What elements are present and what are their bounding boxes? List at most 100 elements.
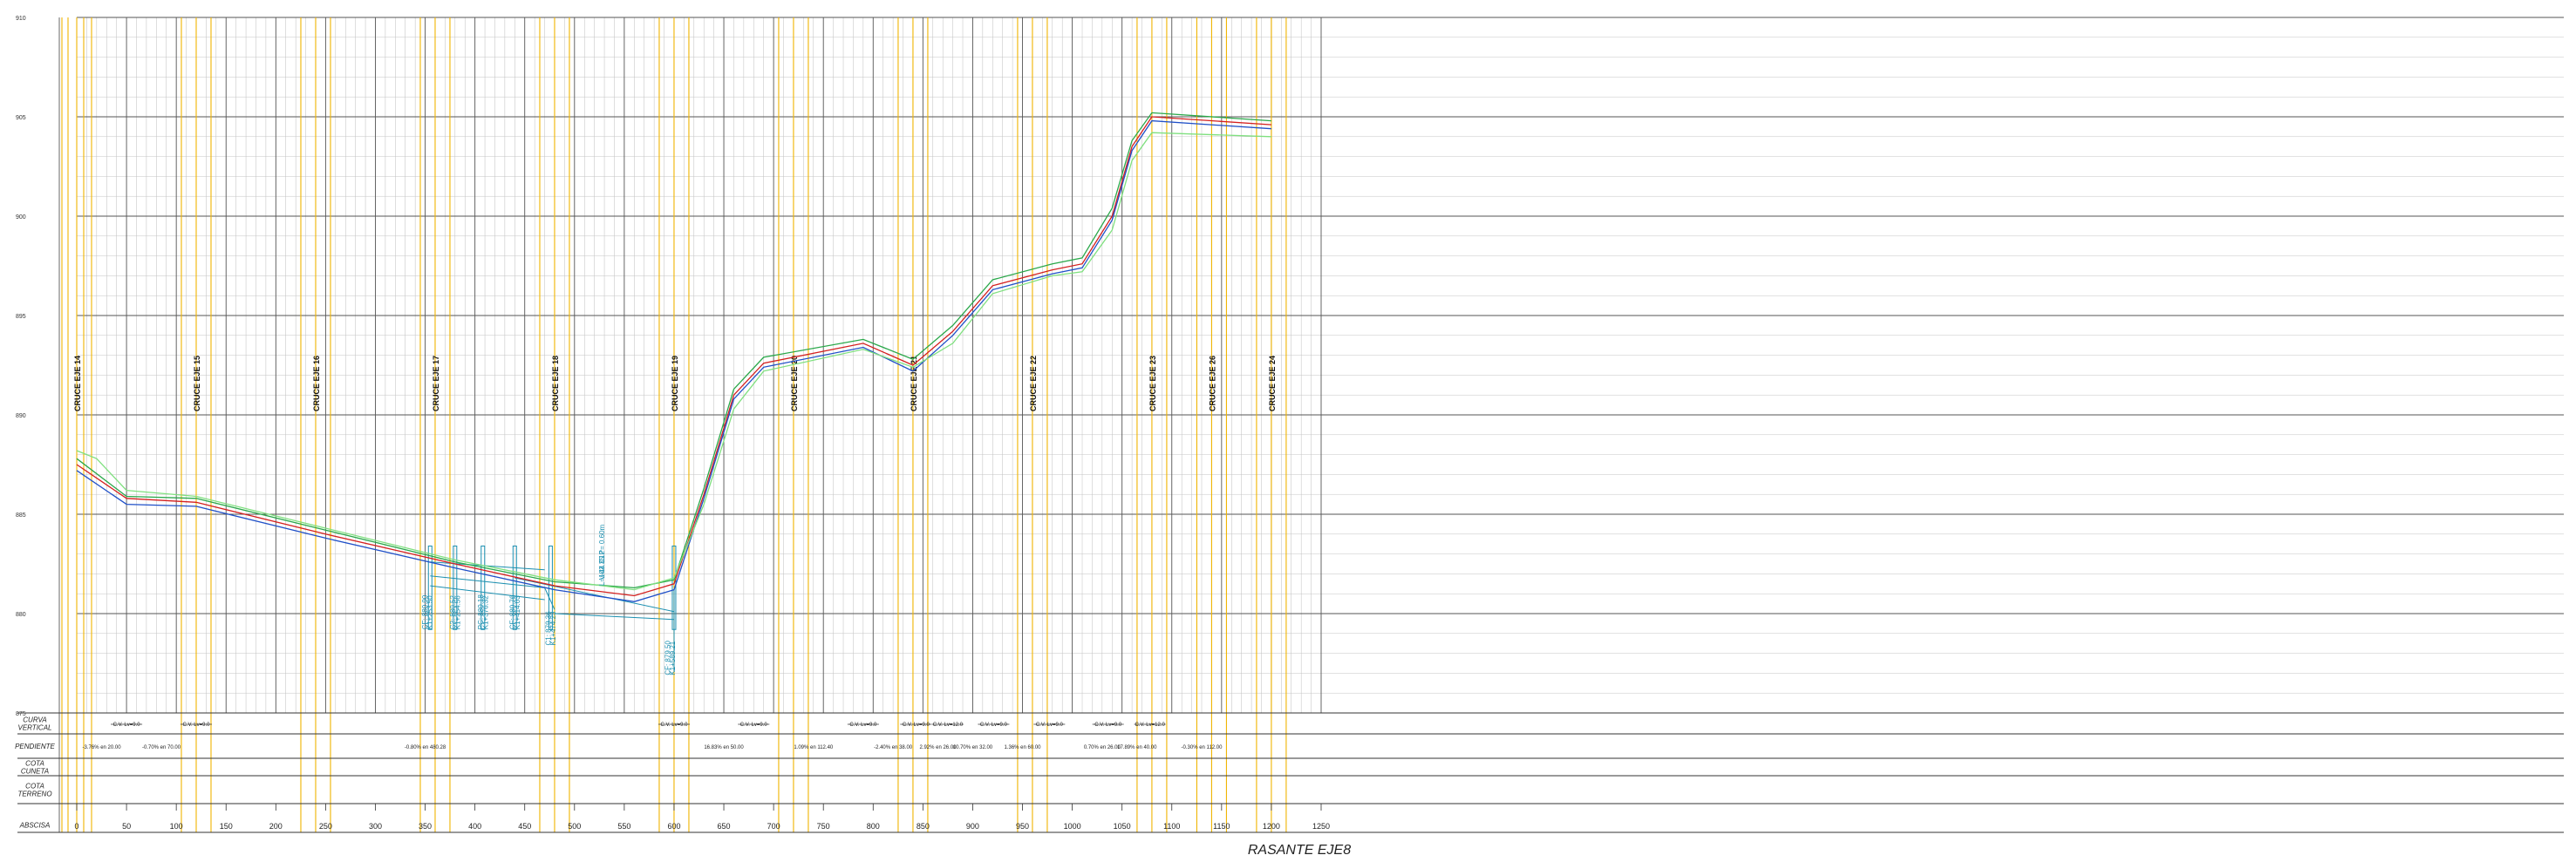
- abscisa-tick-label: 650: [718, 822, 731, 831]
- curva-vertical-label: C.V. Lv=9.0: [1036, 723, 1064, 728]
- crossing-label: CRUCE EJE 23: [1148, 356, 1157, 411]
- table-row-label: ABSCISA: [19, 822, 51, 830]
- elevation-tick-label: 900: [16, 214, 26, 221]
- elevation-tick-label: 875: [16, 711, 26, 717]
- crossing-label: CRUCE EJE 21: [910, 356, 918, 411]
- abscisa-tick-label: 200: [269, 822, 283, 831]
- abscisa-tick-label: 550: [617, 822, 630, 831]
- abscisa-tick-label: 350: [419, 822, 432, 831]
- abscisa-tick-label: 400: [468, 822, 481, 831]
- pendiente-label: 1.09% en 112.40: [794, 745, 834, 750]
- abscisa-tick-label: 950: [1016, 822, 1029, 831]
- pipe-annotation: CF: 879.50: [664, 641, 671, 675]
- pendiente-label: 17.89% en 40.00: [1117, 745, 1157, 750]
- abscisa-tick-label: 150: [220, 822, 233, 831]
- abscisa-tick-label: 600: [667, 822, 680, 831]
- pendiente-label: 2.92% en 26.00: [919, 745, 957, 750]
- abscisa-tick-label: 300: [369, 822, 382, 831]
- abscisa-tick-label: 1250: [1312, 822, 1330, 831]
- crossing-label: CRUCE EJE 17: [432, 356, 440, 411]
- pendiente-label: -3.76% en 20.00: [83, 745, 122, 750]
- abscisa-tick-label: 50: [122, 822, 131, 831]
- abscisa-tick-label: 1100: [1163, 822, 1180, 831]
- table-row-label: TERRENO: [17, 791, 51, 798]
- manhole-symbol: [671, 545, 677, 630]
- abscisa-tick-label: 700: [767, 822, 780, 831]
- pendiente-label: -0.70% en 70.00: [142, 745, 181, 750]
- crossing-label: CRUCE EJE 14: [73, 356, 82, 411]
- curva-vertical-label: C.V. Lv=12.0: [1135, 723, 1165, 728]
- elevation-tick-label: 910: [16, 16, 26, 22]
- pipe-annotation: L=102.35 P= 0.60m: [598, 524, 606, 586]
- bottom-data-table: CURVAVERTICALPENDIENTECOTACUNETACOTATERR…: [15, 712, 2564, 833]
- curva-vertical-label: C.V. Lv=9.0: [183, 723, 211, 728]
- pipe-annotation: K1+254.56: [454, 595, 462, 629]
- crossing-label: CRUCE EJE 20: [790, 356, 799, 411]
- pipe-annotation: K1+253.50: [426, 595, 434, 629]
- table-row-label: COTA: [25, 760, 44, 768]
- crossing-label: CRUCE EJE 26: [1208, 356, 1216, 411]
- crossing-label: CRUCE EJE 22: [1029, 356, 1038, 411]
- profile-line-terreno-b: [76, 132, 1271, 591]
- manhole-symbol: [548, 545, 553, 630]
- abscisa-tick-label: 750: [817, 822, 830, 831]
- crossing-label: CRUCE EJE 24: [1268, 356, 1277, 411]
- abscisa-tick-label: 1050: [1114, 822, 1131, 831]
- pendiente-label: -0.30% en 112.00: [1182, 745, 1223, 750]
- pipe-annotation: K1+376.32: [481, 595, 489, 629]
- table-row-label: CURVA: [23, 716, 46, 724]
- elevation-tick-label: 895: [16, 314, 26, 320]
- curva-vertical-label: C.V. Lv=9.0: [903, 723, 930, 728]
- table-row-label: CUNETA: [21, 768, 49, 776]
- drawing-title: RASANTE EJE8: [1248, 843, 1351, 858]
- abscisa-tick-label: 800: [867, 822, 880, 831]
- pipe-annotation: K1+474.23: [549, 611, 557, 645]
- abscisa-tick-label: 500: [568, 822, 581, 831]
- curva-vertical-label: C.V. Lv=9.0: [980, 723, 1008, 728]
- profile-lines: [76, 112, 1271, 602]
- pipe-annotation: K1+414.03: [514, 595, 521, 629]
- elevation-tick-label: 880: [16, 612, 26, 618]
- abscisa-tick-label: 900: [966, 822, 979, 831]
- pendiente-label: 0.70% en 26.00: [1084, 745, 1121, 750]
- crossing-label: CRUCE EJE 16: [312, 356, 321, 411]
- abscisa-tick-label: 850: [917, 822, 930, 831]
- crossing-reference-lines: CRUCE EJE 14 CRUCE EJE 15 CRUCE EJE 16 CRUC…: [61, 17, 1287, 832]
- elevation-axis: 910 905 900 895 890 885 880 875: [16, 16, 26, 717]
- pipe-annotation: C2: 880.52: [449, 595, 457, 630]
- abscisa-tick-label: 250: [319, 822, 332, 831]
- abscisa-tick-label: 100: [170, 822, 183, 831]
- table-row-label: VERTICAL: [18, 724, 52, 732]
- curva-vertical-label: C.V. Lv=9.0: [113, 723, 141, 728]
- curva-vertical-label: C.V. Lv=9.0: [740, 723, 768, 728]
- pendiente-label: 10.70% en 32.00: [953, 745, 993, 750]
- pipe-annotation: K1+589.21: [669, 641, 677, 675]
- pipe-run: [515, 577, 675, 613]
- table-row-label: COTA: [25, 783, 44, 791]
- abscisa-tick-label: 1200: [1263, 822, 1280, 831]
- pendiente-label: 1.36% en 60.00: [1004, 745, 1041, 750]
- crossing-label: CRUCE EJE 19: [671, 356, 679, 411]
- table-row-label: PENDIENTE: [15, 743, 55, 750]
- profile-line-cuneta: [76, 119, 1271, 602]
- crossing-label: CRUCE EJE 18: [551, 356, 560, 411]
- pendiente-label: -0.80% en 480.28: [405, 745, 446, 750]
- pipe-run: [554, 613, 675, 621]
- curva-vertical-label: C.V. Lv=9.0: [660, 723, 688, 728]
- curva-vertical-label: C.V. Lv=9.0: [1094, 723, 1122, 728]
- pipe-annotation: V-44 C12: [598, 550, 606, 580]
- profile-line-rasante: [76, 116, 1271, 597]
- elevation-tick-label: 885: [16, 512, 26, 519]
- manhole-symbol: [427, 545, 433, 630]
- abscisa-tick-label: 450: [518, 822, 531, 831]
- curva-vertical-label: C.V. Lv=9.0: [849, 723, 877, 728]
- abscisa-tick-label: 0: [74, 822, 78, 831]
- pipe-annotation: CF: 880.90: [421, 594, 429, 629]
- elevation-tick-label: 890: [16, 413, 26, 419]
- manhole-symbol: [512, 545, 517, 630]
- pendiente-label: -2.40% en 38.00: [874, 745, 913, 750]
- profile-line-terreno-a: [76, 112, 1271, 589]
